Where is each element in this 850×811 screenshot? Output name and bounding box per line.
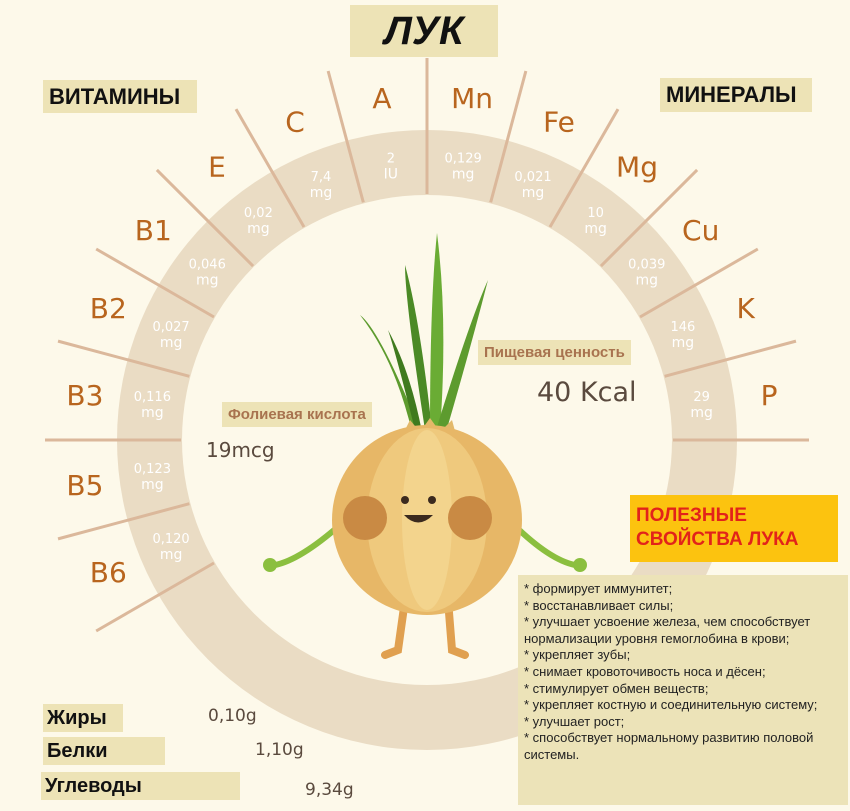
vitamin-value: 0,120 [152, 532, 189, 547]
ring-divider [95, 561, 215, 633]
benefits-title-line2: СВОЙСТВА ЛУКА [636, 529, 799, 550]
mineral-value: 29 [693, 390, 710, 405]
macro-protein-label: Белки [43, 737, 165, 765]
nutrition-value: 40 Kcal [537, 377, 637, 408]
vitamin-value: 0,027 [152, 320, 189, 335]
vitamin-value: 0,046 [189, 257, 226, 272]
macro-carbs-label: Углеводы [41, 772, 240, 800]
vitamin-name-a: A [372, 82, 391, 115]
ring-divider [57, 502, 190, 541]
mineral-name-mn: Mn [451, 82, 493, 115]
benefit-item: * восстанавливает силы; [524, 597, 674, 613]
ring-divider [234, 108, 306, 228]
mineral-unit: mg [635, 272, 658, 288]
vitamin-name-b1: B1 [135, 214, 172, 247]
vitamin-unit: mg [196, 272, 219, 288]
mineral-name-k: K [737, 292, 756, 325]
vitamin-name-b2: B2 [90, 292, 127, 325]
onion-illustration [263, 233, 587, 659]
benefit-item: * улучшает усвоение железа, чем способст… [524, 614, 811, 646]
mineral-unit: mg [452, 166, 475, 182]
macro-protein-value: 1,10g [255, 740, 304, 760]
mineral-name-cu: Cu [682, 214, 719, 247]
benefit-item: * укрепляет зубы; [524, 647, 631, 663]
mineral-value: 10 [587, 206, 604, 221]
ring-divider [155, 168, 255, 268]
vitamin-value: 0,02 [244, 206, 273, 221]
mineral-value: 0,039 [628, 257, 665, 272]
mineral-value: 146 [671, 320, 696, 335]
vitamin-unit: mg [160, 335, 183, 351]
mineral-value: 0,129 [445, 151, 482, 166]
vitamin-unit: mg [160, 547, 183, 563]
macro-carbs-value: 9,34g [305, 780, 354, 800]
benefit-item: * снимает кровоточивость носа и дёсен; [524, 663, 766, 679]
folic-acid-value: 19mcg [206, 438, 275, 462]
benefit-item: * стимулирует обмен веществ; [524, 680, 709, 696]
mineral-unit: mg [522, 185, 545, 201]
vitamin-unit: mg [141, 405, 164, 421]
vitamin-name-b6: B6 [90, 556, 127, 589]
vitamin-value: 0,123 [134, 462, 171, 477]
ring-divider [639, 247, 759, 319]
minerals-heading: МИНЕРАЛЫ [660, 78, 812, 112]
ring-divider [489, 70, 528, 203]
vitamins-heading: ВИТАМИНЫ [43, 80, 197, 113]
mineral-unit: mg [690, 405, 713, 421]
vitamin-name-e: E [208, 150, 226, 183]
mineral-name-fe: Fe [543, 105, 575, 138]
vitamin-unit: mg [141, 477, 164, 493]
vitamin-value: 2 [387, 151, 395, 166]
benefit-item: * укрепляет костную и соединительную сис… [524, 697, 818, 713]
ring-divider [57, 339, 190, 378]
nutrition-label: Пищевая ценность [478, 340, 631, 365]
ring-divider [548, 108, 620, 228]
benefit-item: * способствует нормальному развитию поло… [524, 730, 814, 762]
page-title: ЛУК [350, 5, 498, 57]
vitamin-name-b5: B5 [66, 469, 103, 502]
ring-divider [599, 168, 699, 268]
mineral-name-p: P [761, 379, 778, 412]
mineral-unit: mg [584, 221, 607, 237]
vitamin-unit: mg [247, 221, 270, 237]
vitamin-unit: mg [310, 185, 333, 201]
benefit-item: * формирует иммунитет; [524, 581, 673, 596]
folic-acid-label: Фолиевая кислота [222, 402, 372, 427]
mineral-value: 0,021 [514, 170, 551, 185]
benefit-item: * улучшает рост; [524, 713, 625, 729]
ring-divider [95, 247, 215, 319]
vitamin-value: 7,4 [311, 170, 332, 185]
benefits-title: ПОЛЕЗНЫЕ СВОЙСТВА ЛУКА [630, 495, 838, 562]
benefits-list: * формирует иммунитет; * восстанавливает… [518, 575, 848, 805]
mineral-name-mg: Mg [616, 150, 658, 183]
macro-fat-label: Жиры [43, 704, 123, 732]
ring-divider [664, 339, 797, 378]
benefits-title-line1: ПОЛЕЗНЫЕ [636, 505, 747, 526]
vitamin-value: 0,116 [134, 390, 171, 405]
vitamin-unit: IU [384, 166, 398, 182]
mineral-unit: mg [672, 335, 695, 351]
vitamin-name-b3: B3 [66, 379, 103, 412]
vitamin-name-c: C [285, 105, 305, 138]
macro-fat-value: 0,10g [208, 706, 257, 726]
ring-divider [326, 70, 365, 203]
